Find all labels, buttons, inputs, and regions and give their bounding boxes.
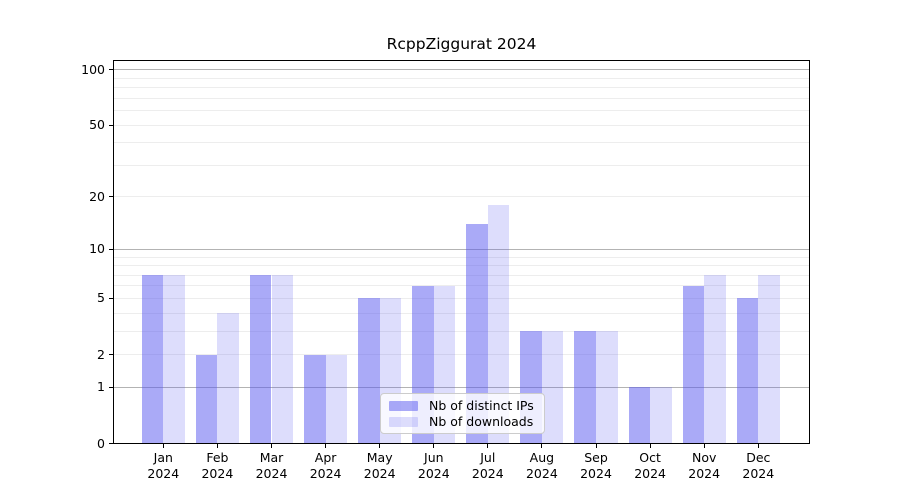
bar-downloads-jan xyxy=(163,275,185,443)
x-tick-label-jul: Jul 2024 xyxy=(471,450,504,481)
bar-downloads-oct xyxy=(650,387,672,443)
x-tick-mark xyxy=(162,444,164,448)
y-gridline-minor xyxy=(114,97,809,99)
y-gridline-minor xyxy=(114,297,809,299)
bar-downloads-feb xyxy=(217,313,239,443)
bar-distinct-ips-jan xyxy=(141,275,164,443)
y-tick-mark xyxy=(109,69,113,71)
y-gridline-minor xyxy=(114,196,809,198)
x-tick-mark xyxy=(595,444,597,448)
x-tick-mark xyxy=(703,444,705,448)
x-tick-label-dec: Dec 2024 xyxy=(742,450,775,481)
y-tick-mark xyxy=(109,248,113,250)
x-tick-mark xyxy=(649,444,651,448)
bar-distinct-ips-nov xyxy=(682,285,705,443)
bar-layer xyxy=(114,61,809,443)
legend-label-downloads: Nb of downloads xyxy=(429,414,534,429)
y-gridline-minor xyxy=(114,274,809,276)
bar-downloads-apr xyxy=(325,354,348,443)
x-tick-mark xyxy=(325,444,327,448)
y-tick-mark xyxy=(109,124,113,126)
y-tick-mark xyxy=(109,297,113,299)
y-tick-mark xyxy=(109,443,113,444)
bar-downloads-dec xyxy=(758,275,780,443)
y-tick-mark xyxy=(109,196,113,198)
bar-distinct-ips-dec xyxy=(736,298,759,443)
x-tick-mark xyxy=(271,444,272,448)
y-gridline-minor xyxy=(114,110,809,111)
x-tick-mark xyxy=(216,444,218,448)
y-gridline-minor xyxy=(114,142,809,144)
x-tick-mark xyxy=(379,444,381,448)
y-gridline-minor xyxy=(114,354,809,355)
legend-label-distinct-ips: Nb of distinct IPs xyxy=(429,398,534,413)
y-gridline-major xyxy=(114,386,809,388)
y-tick-label: 2 xyxy=(97,346,105,362)
y-gridline-major xyxy=(114,69,809,71)
bar-distinct-ips-mar xyxy=(249,275,272,443)
y-gridline-minor xyxy=(114,312,809,314)
x-tick-mark xyxy=(487,444,489,448)
x-tick-label-aug: Aug 2024 xyxy=(525,450,558,481)
x-tick-label-jan: Jan 2024 xyxy=(147,450,180,481)
y-tick-label: 5 xyxy=(97,290,105,306)
y-tick-label: 50 xyxy=(89,117,105,132)
x-tick-label-sep: Sep 2024 xyxy=(580,450,612,481)
x-tick-label-jun: Jun 2024 xyxy=(417,450,450,481)
y-tick-label: 1 xyxy=(97,379,105,395)
y-tick-label: 0 xyxy=(97,435,105,451)
legend-row-downloads: Nb of downloads xyxy=(389,415,536,428)
y-tick-label: 100 xyxy=(81,61,105,77)
bar-distinct-ips-oct xyxy=(628,387,651,443)
x-tick-label-feb: Feb 2024 xyxy=(201,450,234,481)
bar-distinct-ips-apr xyxy=(304,354,326,443)
x-tick-label-nov: Nov 2024 xyxy=(688,450,721,481)
y-gridline-minor xyxy=(114,124,809,126)
y-tick-mark xyxy=(109,354,113,355)
x-tick-label-may: May 2024 xyxy=(363,450,396,481)
y-gridline-minor xyxy=(114,265,809,266)
y-gridline-minor xyxy=(114,256,809,258)
legend-swatch-distinct-ips xyxy=(389,400,418,411)
legend: Nb of distinct IPs Nb of downloads xyxy=(380,393,545,434)
bar-downloads-jul xyxy=(487,205,510,443)
x-tick-label-apr: Apr 2024 xyxy=(309,450,342,481)
y-gridline-minor xyxy=(114,285,809,287)
chart-title: RcppZiggurat 2024 xyxy=(386,35,537,53)
x-tick-label-mar: Mar 2024 xyxy=(255,450,288,481)
y-tick-label: 10 xyxy=(89,241,105,257)
y-gridline-major xyxy=(114,248,809,250)
x-tick-label-oct: Oct 2024 xyxy=(634,450,666,481)
bar-distinct-ips-may xyxy=(358,298,380,443)
bar-downloads-mar xyxy=(271,275,294,443)
bar-distinct-ips-jul xyxy=(466,224,488,443)
y-tick-mark xyxy=(109,386,113,388)
plot-area: Nb of distinct IPs Nb of downloads xyxy=(113,60,810,444)
y-gridline-minor xyxy=(114,77,809,79)
y-gridline-minor xyxy=(114,164,809,166)
bar-downloads-nov xyxy=(704,275,726,443)
legend-swatch-downloads xyxy=(389,416,418,427)
bar-downloads-aug xyxy=(541,331,564,443)
grid-layer xyxy=(114,61,809,443)
x-tick-mark xyxy=(541,444,543,448)
y-gridline-minor xyxy=(114,87,809,89)
bar-downloads-sep xyxy=(596,331,618,443)
x-tick-mark xyxy=(757,444,759,448)
bar-distinct-ips-feb xyxy=(195,354,218,443)
x-tick-mark xyxy=(433,444,435,448)
y-tick-label: 20 xyxy=(89,188,105,204)
legend-row-distinct-ips: Nb of distinct IPs xyxy=(389,399,536,412)
bar-distinct-ips-sep xyxy=(574,331,596,443)
y-gridline-minor xyxy=(114,330,809,332)
